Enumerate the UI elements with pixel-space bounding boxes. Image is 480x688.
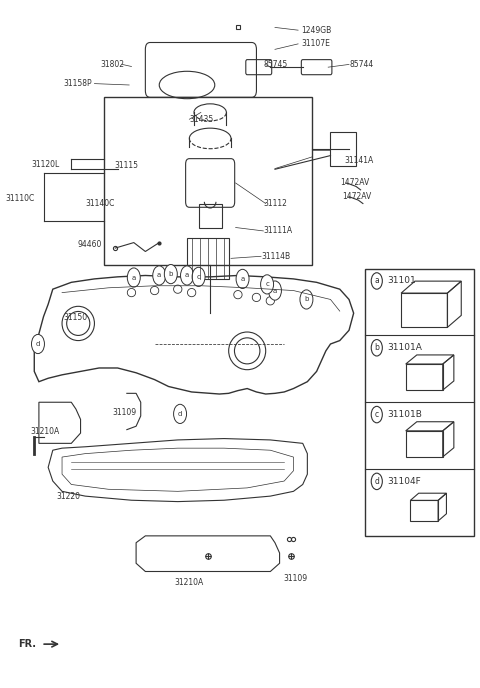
Circle shape (300, 290, 313, 309)
Text: d: d (178, 411, 182, 417)
Circle shape (164, 264, 177, 283)
Text: 1472AV: 1472AV (340, 178, 369, 187)
Text: c: c (375, 410, 379, 419)
Text: 31210A: 31210A (30, 427, 60, 436)
Text: 31140C: 31140C (86, 199, 115, 208)
Circle shape (153, 266, 166, 285)
Bar (187, 238, 228, 279)
Text: c: c (197, 274, 201, 280)
Text: a: a (132, 275, 136, 281)
Text: c: c (265, 281, 269, 288)
Bar (365, 268, 474, 536)
Text: 31802: 31802 (100, 60, 124, 69)
Text: 31112: 31112 (264, 199, 287, 208)
Text: 31110C: 31110C (5, 194, 34, 203)
Circle shape (180, 266, 193, 285)
Text: b: b (374, 343, 379, 352)
Bar (331, 131, 356, 166)
Text: 31109: 31109 (112, 408, 136, 417)
Text: 31435: 31435 (189, 115, 214, 124)
Text: 31101A: 31101A (387, 343, 422, 352)
Circle shape (268, 281, 281, 300)
Circle shape (261, 275, 274, 294)
Text: 31107E: 31107E (301, 39, 330, 48)
Bar (104, 97, 312, 265)
Circle shape (236, 269, 249, 288)
Circle shape (32, 334, 45, 354)
Text: a: a (273, 288, 277, 294)
Text: FR.: FR. (19, 639, 36, 649)
Text: 31120L: 31120L (32, 160, 60, 169)
Text: a: a (157, 272, 161, 279)
Text: a: a (185, 272, 189, 279)
Circle shape (192, 267, 205, 286)
Text: d: d (374, 477, 379, 486)
Text: 85744: 85744 (349, 60, 373, 69)
Text: 31101: 31101 (387, 277, 416, 286)
Text: 31141A: 31141A (344, 156, 373, 165)
Text: 94460: 94460 (77, 240, 101, 249)
Circle shape (174, 405, 187, 424)
Text: 31109: 31109 (284, 574, 308, 583)
Text: 31115: 31115 (114, 162, 138, 171)
Circle shape (127, 268, 140, 287)
Text: 31114B: 31114B (261, 252, 290, 261)
Text: 1472AV: 1472AV (342, 192, 372, 201)
Text: a: a (240, 276, 245, 282)
Bar (199, 204, 222, 228)
Text: 85745: 85745 (264, 60, 288, 69)
Text: 31220: 31220 (57, 492, 81, 501)
Text: 1249GB: 1249GB (301, 25, 332, 34)
Text: 31158P: 31158P (63, 79, 92, 88)
Text: 31210A: 31210A (175, 579, 204, 588)
Text: 31111A: 31111A (264, 226, 292, 235)
Text: d: d (36, 341, 40, 347)
Text: b: b (304, 297, 309, 303)
Text: b: b (168, 271, 173, 277)
Text: 31101B: 31101B (387, 410, 422, 419)
Text: a: a (374, 277, 379, 286)
Text: 31150: 31150 (63, 314, 87, 323)
Text: 31104F: 31104F (387, 477, 421, 486)
